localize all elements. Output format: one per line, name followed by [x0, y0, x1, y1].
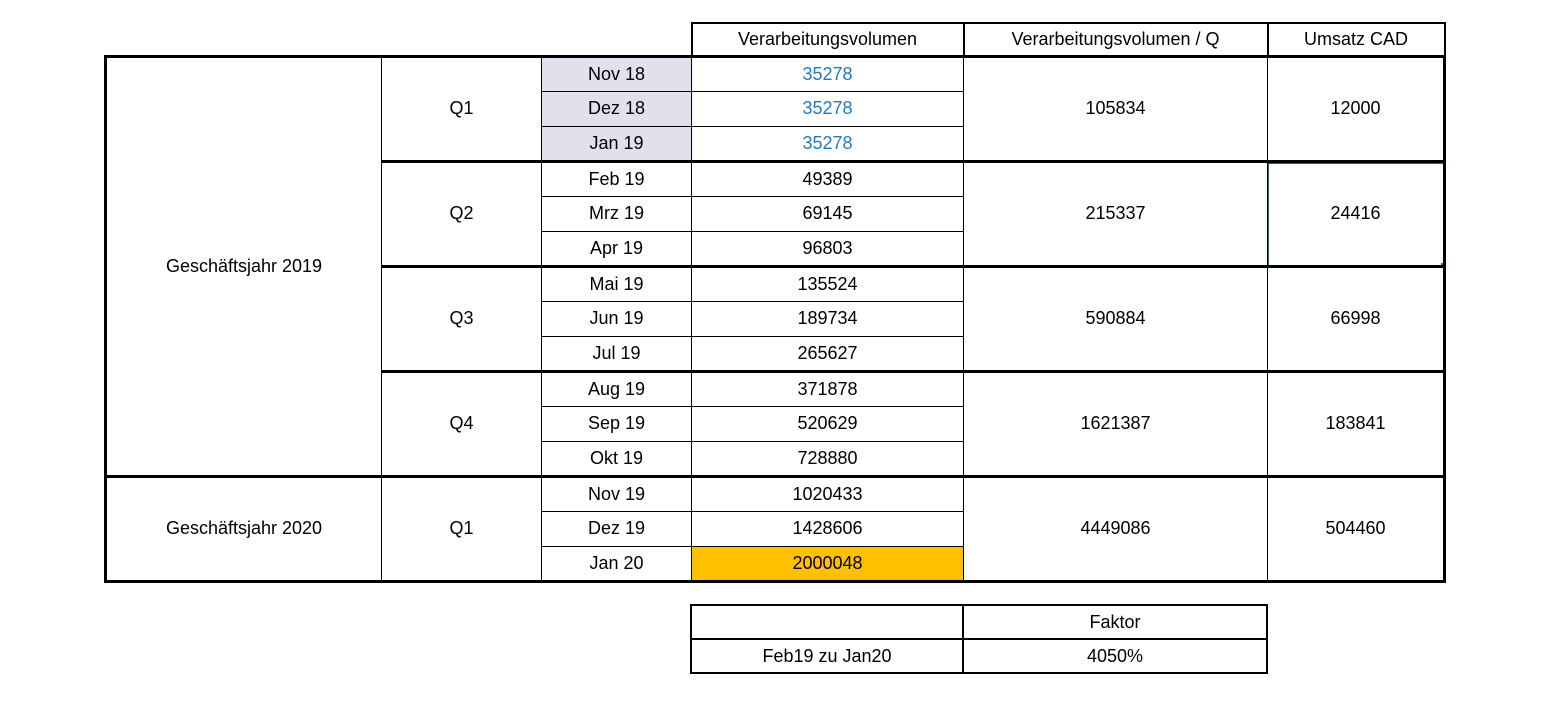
- cell-month-dez18[interactable]: Dez 18: [541, 90, 692, 127]
- table-row: Jan 20 2000048: [106, 545, 1445, 583]
- cell-month-nov19[interactable]: Nov 19: [541, 475, 692, 512]
- table-row: Dez 18 35278: [106, 90, 1445, 127]
- header-cell-volume-q[interactable]: Verarbeitungsvolumen / Q: [962, 22, 1269, 57]
- cell-month-okt19[interactable]: Okt 19: [541, 440, 692, 478]
- cell-value-nov19[interactable]: 1020433: [691, 475, 964, 512]
- cell-value-feb19[interactable]: 49389: [691, 160, 964, 197]
- cell-value-mrz19[interactable]: 69145: [691, 195, 964, 232]
- cell-month-apr19[interactable]: Apr 19: [541, 230, 692, 268]
- cell-year-2019[interactable]: Geschäftsjahr 2019: [104, 54, 382, 478]
- table-row: Dez 19 1428606: [106, 510, 1445, 547]
- cell-quarter-q3-2019[interactable]: Q3: [381, 265, 542, 373]
- factor-value-cell[interactable]: 4050%: [962, 638, 1268, 674]
- cell-volume-q1-2019[interactable]: 105834: [963, 54, 1268, 163]
- table-row: Okt 19 728880: [106, 440, 1445, 478]
- table-row: Apr 19 96803: [106, 230, 1445, 268]
- selected-cell-value: 24416: [1330, 203, 1381, 223]
- factor-table: Faktor Feb19 zu Jan20 4050%: [690, 604, 1268, 674]
- cell-month-aug19[interactable]: Aug 19: [541, 370, 692, 407]
- cell-month-mai19[interactable]: Mai 19: [541, 265, 692, 302]
- cell-year-2020[interactable]: Geschäftsjahr 2020: [104, 475, 382, 583]
- cell-value-jun19[interactable]: 189734: [691, 300, 964, 337]
- cell-value-jul19[interactable]: 265627: [691, 335, 964, 373]
- cell-umsatz-q3-2019[interactable]: 66998: [1267, 265, 1446, 373]
- table-row: Q3 Mai 19 135524 590884 66998: [106, 265, 1446, 373]
- cell-value-apr19[interactable]: 96803: [691, 230, 964, 268]
- header-cell-umsatz[interactable]: Umsatz CAD: [1266, 22, 1446, 57]
- cell-umsatz-q1-2020[interactable]: 504460: [1267, 475, 1446, 583]
- cell-umsatz-q1-2019[interactable]: 12000: [1267, 54, 1446, 163]
- table-row: Geschäftsjahr 2019 Q1 Nov 18 35278 10583…: [104, 54, 1446, 478]
- fill-handle[interactable]: [1440, 261, 1442, 263]
- factor-header-cell[interactable]: Faktor: [962, 604, 1268, 640]
- table-row: Jul 19 265627: [106, 335, 1445, 373]
- cell-volume-q2-2019[interactable]: 215337: [963, 160, 1268, 268]
- factor-empty-cell[interactable]: [690, 604, 964, 640]
- table-row: Sep 19 520629: [106, 405, 1445, 442]
- cell-quarter-q4-2019[interactable]: Q4: [381, 370, 542, 478]
- cell-month-jan20[interactable]: Jan 20: [541, 545, 692, 583]
- cell-month-mrz19[interactable]: Mrz 19: [541, 195, 692, 232]
- factor-label-cell[interactable]: Feb19 zu Jan20: [690, 638, 964, 674]
- cell-value-aug19[interactable]: 371878: [691, 370, 964, 407]
- cell-month-dez19[interactable]: Dez 19: [541, 510, 692, 547]
- header-cell-volume[interactable]: Verarbeitungsvolumen: [690, 22, 965, 57]
- cell-month-nov18[interactable]: Nov 18: [541, 54, 692, 92]
- cell-value-nov18[interactable]: 35278: [691, 54, 964, 92]
- cell-value-jan20-highlighted[interactable]: 2000048: [691, 545, 964, 583]
- cell-month-jan19[interactable]: Jan 19: [541, 125, 692, 163]
- cell-value-sep19[interactable]: 520629: [691, 405, 964, 442]
- cell-value-dez18[interactable]: 35278: [691, 90, 964, 127]
- cell-volume-q3-2019[interactable]: 590884: [963, 265, 1268, 373]
- table-row: Q4 Aug 19 371878 1621387 183841: [106, 370, 1446, 478]
- cell-value-jan19[interactable]: 35278: [691, 125, 964, 163]
- table-row: Mrz 19 69145: [106, 195, 1445, 232]
- cell-value-okt19[interactable]: 728880: [691, 440, 964, 478]
- cell-umsatz-q2-2019[interactable]: 24416: [1267, 160, 1446, 268]
- main-table: Verarbeitungsvolumen Verarbeitungsvolume…: [104, 22, 1446, 583]
- cell-month-jun19[interactable]: Jun 19: [541, 300, 692, 337]
- cell-value-mai19[interactable]: 135524: [691, 265, 964, 302]
- table-row: Geschäftsjahr 2020 Q1 Nov 19 1020433 444…: [104, 475, 1446, 583]
- cell-quarter-q1-2019[interactable]: Q1: [381, 54, 542, 163]
- table-row: Jan 19 35278: [106, 125, 1445, 163]
- cell-quarter-q2-2019[interactable]: Q2: [381, 160, 542, 268]
- cell-month-sep19[interactable]: Sep 19: [541, 405, 692, 442]
- cell-month-jul19[interactable]: Jul 19: [541, 335, 692, 373]
- table-row: Faktor: [690, 604, 1268, 640]
- cell-month-feb19[interactable]: Feb 19: [541, 160, 692, 197]
- cell-umsatz-q4-2019[interactable]: 183841: [1267, 370, 1446, 478]
- cell-value-dez19[interactable]: 1428606: [691, 510, 964, 547]
- cell-quarter-q1-2020[interactable]: Q1: [381, 475, 542, 583]
- cell-volume-q4-2019[interactable]: 1621387: [963, 370, 1268, 478]
- header-row: Verarbeitungsvolumen Verarbeitungsvolume…: [106, 22, 1446, 57]
- header-spacer: [106, 23, 692, 56]
- cell-volume-q1-2020[interactable]: 4449086: [963, 475, 1268, 583]
- table-row: Feb19 zu Jan20 4050%: [690, 638, 1268, 674]
